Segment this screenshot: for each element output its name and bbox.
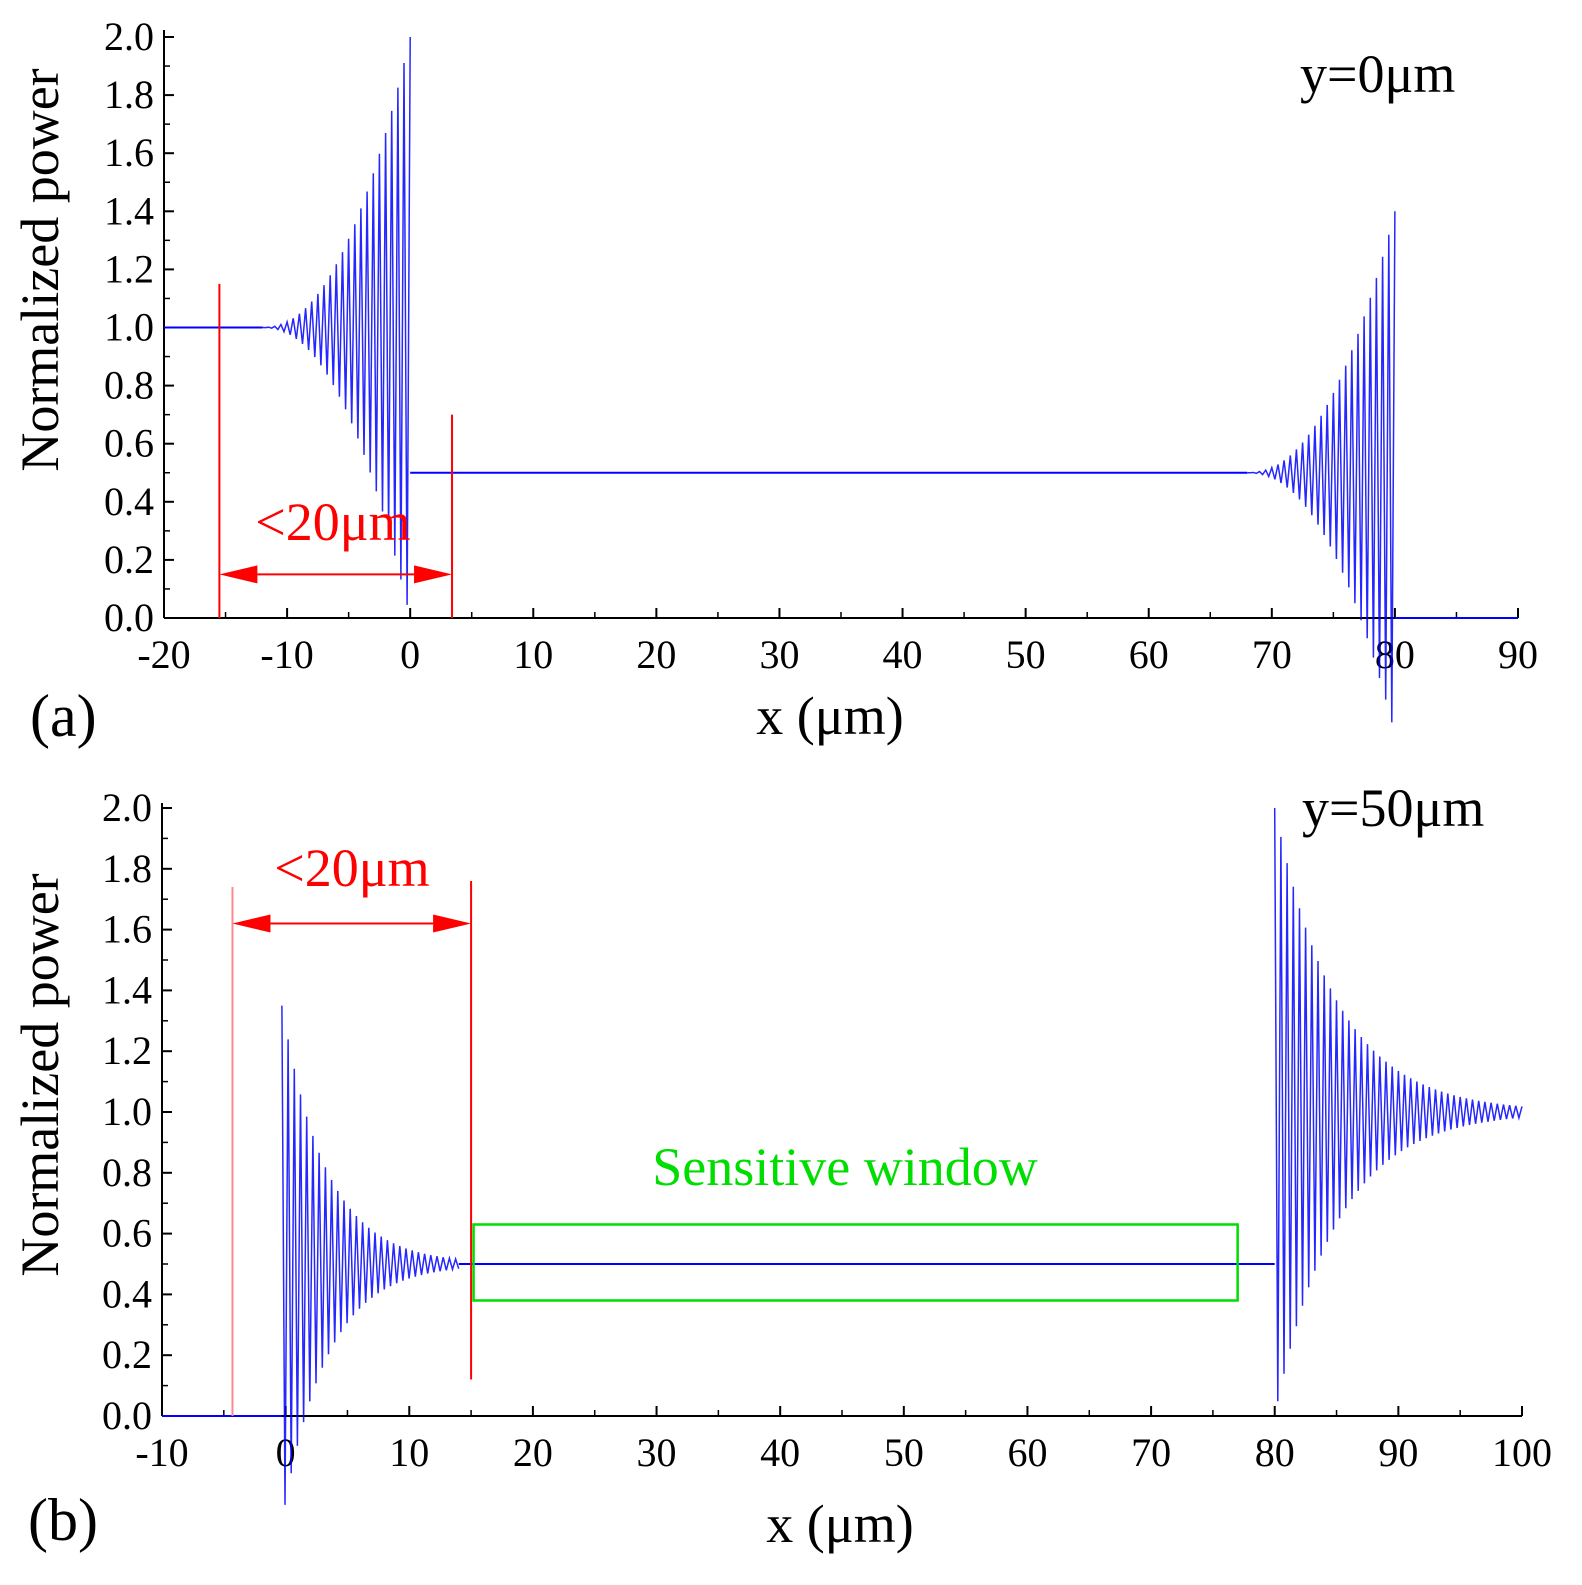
x-tick-label: 50 xyxy=(884,1430,924,1475)
x-tick-label: 10 xyxy=(513,632,553,677)
y-axis-title: Normalized power xyxy=(10,873,70,1276)
y-tick-label: 0.4 xyxy=(104,479,154,524)
y-tick-label: 1.8 xyxy=(102,846,152,891)
x-tick-label: -20 xyxy=(137,632,190,677)
y-tick-label: 0.6 xyxy=(102,1211,152,1256)
annotation-markers xyxy=(231,880,1239,1416)
arrow-head-right xyxy=(414,565,453,584)
y-tick-label: 0.4 xyxy=(102,1271,152,1316)
y-tick-label: 0.2 xyxy=(102,1332,152,1377)
panel-a: -20 -10 0 10 20 30 40 50 60 70 80 90 0.00.20.40.60.… xyxy=(10,14,1538,749)
x-tick-label: 60 xyxy=(1007,1430,1047,1475)
x-tick-label: 100 xyxy=(1492,1430,1552,1475)
x-tick-label: -10 xyxy=(260,632,313,677)
x-tick-label: 30 xyxy=(637,1430,677,1475)
panel-label: (a) xyxy=(30,683,97,749)
y-tick-label: 1.8 xyxy=(104,72,154,117)
series-normalized-power xyxy=(162,807,1523,1505)
sensitive-window-label: Sensitive window xyxy=(652,1137,1038,1197)
x-tick-label: 60 xyxy=(1129,632,1169,677)
y-position-annotation: y=0μm xyxy=(1300,44,1455,104)
y-tick-label: 0.8 xyxy=(104,363,154,408)
sensitive-window-box xyxy=(472,1223,1239,1302)
x-tick-label: 40 xyxy=(883,632,923,677)
y-ticks: 0.0 0.2 0.4 0.6 0.8 1.0 1.2 1.4 1.6 1.8 2.0 xyxy=(104,14,174,640)
y-ticks: 0.0 0.2 0.4 0.6 0.8 1.0 1.2 1.4 1.6 1.8 2.0 xyxy=(102,785,172,1438)
x-axis-title: x (μm) xyxy=(766,1494,913,1554)
x-tick-label: 80 xyxy=(1375,632,1415,677)
width-annotation: <20μm xyxy=(274,838,429,898)
x-tick-label: -10 xyxy=(135,1430,188,1475)
y-tick-label: 0.8 xyxy=(102,1150,152,1195)
x-tick-label: 90 xyxy=(1498,632,1538,677)
x-tick-label: 70 xyxy=(1252,632,1292,677)
y-tick-label: 1.6 xyxy=(102,907,152,952)
y-tick-label: 1.4 xyxy=(104,188,154,233)
x-tick-label: 10 xyxy=(389,1430,429,1475)
series-normalized-power xyxy=(164,36,1518,723)
series-oscillation-segment xyxy=(281,1005,460,1505)
y-tick-label: 1.0 xyxy=(104,305,154,350)
y-tick-label: 2.0 xyxy=(104,14,154,59)
y-tick-label: 1.6 xyxy=(104,130,154,175)
y-tick-label: 1.4 xyxy=(102,967,152,1012)
x-tick-label: 50 xyxy=(1006,632,1046,677)
width-annotation: <20μm xyxy=(255,492,410,552)
x-tick-label: 90 xyxy=(1378,1430,1418,1475)
y-tick-label: 0.0 xyxy=(102,1393,152,1438)
y-tick-label: 2.0 xyxy=(102,785,152,830)
x-tick-label: 20 xyxy=(636,632,676,677)
x-tick-label: 40 xyxy=(760,1430,800,1475)
annotation-markers xyxy=(218,283,454,618)
x-tick-label: 20 xyxy=(513,1430,553,1475)
x-tick-label: 70 xyxy=(1131,1430,1171,1475)
y-tick-label: 1.2 xyxy=(102,1028,152,1073)
x-tick-label: 0 xyxy=(400,632,420,677)
panel-b: -10 0 10 20 30 40 50 60 70 80 90 100 0.00.20.40.60.… xyxy=(10,778,1552,1554)
panel-label: (b) xyxy=(28,1487,98,1553)
x-axis-title: x (μm) xyxy=(756,686,903,746)
x-tick-label: 80 xyxy=(1255,1430,1295,1475)
y-tick-label: 1.2 xyxy=(104,246,154,291)
arrow-head-left xyxy=(219,565,258,584)
x-ticks: -20 -10 0 10 20 30 40 50 60 70 80 90 xyxy=(137,608,1538,677)
y-tick-label: 0.2 xyxy=(104,537,154,582)
arrow-head-left xyxy=(232,914,271,933)
x-tick-label: 30 xyxy=(759,632,799,677)
series-oscillation-segment xyxy=(1273,807,1523,1402)
y-position-annotation: y=50μm xyxy=(1302,778,1484,838)
series-oscillation-segment xyxy=(1247,211,1396,723)
y-tick-label: 0.0 xyxy=(104,595,154,640)
y-axis-title: Normalized power xyxy=(10,68,70,471)
series-oscillation-segment xyxy=(262,36,411,605)
y-tick-label: 1.0 xyxy=(102,1089,152,1134)
arrow-head-right xyxy=(433,914,472,933)
y-tick-label: 0.6 xyxy=(104,421,154,466)
